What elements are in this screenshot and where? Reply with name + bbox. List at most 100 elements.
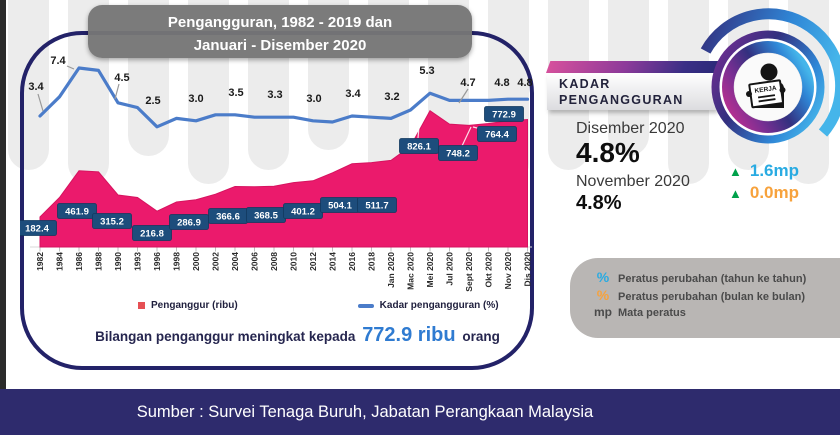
legend-item-unemployed: Penganggur (ribu) [138,300,238,311]
x-axis-label: 1982 [35,252,45,271]
legend-notes-box: % Peratus perubahan (tahun ke tahun) % P… [570,258,840,338]
x-axis-label: Mac 2020 [406,252,416,290]
x-axis-label: 2000 [191,252,201,271]
legend-item-rate: Kadar pengangguran (%) [357,300,499,311]
x-axis-label: 1984 [55,252,65,271]
percent-orange-icon: % [596,287,610,303]
chart-legend: Penganggur (ribu) Kadar pengangguran (%) [138,300,499,311]
badge-inner-ring [722,41,814,133]
data-label-box-unemployed [438,145,478,161]
x-axis-label: 2014 [328,252,338,271]
note-text-mp: Mata peratus [618,307,686,319]
data-label-rate: 3.5 [228,87,243,99]
kadar-pengangguran-ribbon: KADAR PENGANGGURAN [546,61,721,110]
label-leader-line [66,65,75,70]
x-axis-label: Jul 2020 [445,252,455,286]
change-value-yoy: 1.6mp [749,161,800,180]
kerja-badge: KERJA [700,8,840,144]
data-label-unemployed: 764.4 [485,130,509,141]
change-row-yoy: ▲ 1.6mp [729,160,799,182]
label-leader-line [461,126,472,147]
mp-symbol: mp [594,305,612,319]
worker-right-hand [779,87,786,93]
label-leader-line [114,83,120,100]
label-leader-line [37,93,44,112]
up-triangle-icon: ▲ [729,185,742,201]
rate-stats: Disember 2020 4.8% November 2020 4.8% [576,120,690,215]
unemployment-combo-chart: 1982 1984 1986 1988 1990 1993 1996 1998 2000 2002… [20,55,533,292]
data-label-box-unemployed [477,126,517,142]
kerja-sign: KERJA [748,79,784,109]
source-text: Sumber : Survei Tenaga Buruh, Jabatan Pe… [136,402,594,421]
data-label-box-unemployed [57,203,97,219]
line-series-swatch-icon [357,303,374,308]
data-label-unemployed: 461.9 [65,207,89,218]
note-text-yoy: Peratus perubahan (tahun ke tahun) [618,273,807,285]
unemployed-area-series [39,109,528,248]
chart-title-line2: Januari - Disember 2020 [193,37,367,55]
chart-footer-note: Bilangan penganggur meningkat kepada 772… [55,324,540,347]
data-label-rate: 3.2 [384,91,399,103]
legend-label-rate: Kadar pengangguran (%) [379,300,499,311]
note-row-mp: mp Mata peratus [588,305,840,323]
data-label-box-unemployed [357,197,397,213]
x-axis-label: Dis 2020 [523,252,533,287]
x-axis-label: 2016 [347,252,357,271]
panel-heading-line1: KADAR [559,77,611,91]
data-label-unemployed: 748.2 [446,149,470,160]
x-axis-label: 1990 [113,252,123,271]
x-axis-label: 1998 [172,252,182,271]
stat-value-november: 4.8% [576,191,622,214]
data-label-box-unemployed [484,106,524,122]
x-axis-label: 2008 [269,252,279,271]
badge-outer-ring [711,30,825,144]
data-label-rate: 3.4 [345,88,361,100]
data-label-unemployed: 772.9 [492,110,516,121]
x-axis-label: 1993 [133,252,143,271]
data-label-rate: 4.8 [494,77,509,89]
data-label-rate: 5.3 [419,65,434,77]
ribbon-body: KADAR PENGANGGURAN [547,73,716,110]
worker-head [760,63,778,81]
data-label-rate: 4.5 [114,72,129,84]
panel-heading-line2: PENGANGGURAN [559,93,684,108]
data-label-rate: 3.4 [28,81,44,93]
note-row-mom: % Peratus perubahan (bulan ke bulan) [588,287,840,305]
stat-value-disember: 4.8% [576,137,640,168]
data-label-rate: 2.5 [145,95,160,107]
data-label-unemployed: 216.8 [140,229,164,240]
data-label-unemployed: 826.1 [407,142,431,153]
note-row-yoy: % Peratus perubahan (tahun ke tahun) [588,269,840,287]
label-leader-line [458,88,469,104]
footer-suffix: orang [462,329,500,344]
data-label-unemployed: 286.9 [177,218,201,229]
x-axis-label: Okt 2020 [484,252,494,288]
up-triangle-icon: ▲ [729,163,742,179]
stat-period-november: November 2020 [576,172,690,190]
data-label-box-unemployed [132,225,172,241]
data-label-rate: 4.7 [460,77,475,89]
change-value-mom: 0.0mp [749,183,800,202]
left-edge-bar [0,0,6,390]
data-label-rate: 3.0 [188,93,203,105]
x-axis-label: 1986 [74,252,84,271]
x-axis-label: 2006 [250,252,260,271]
sign-lines [757,94,776,103]
chart-title-line1: Pengangguran, 1982 - 2019 dan [167,14,393,31]
data-label-unemployed: 366.6 [216,212,240,223]
footer-highlight-value: 772.9 ribu [362,324,456,346]
data-label-rate: 3.0 [306,93,321,105]
percent-blue-icon: % [596,269,610,285]
data-label-unemployed: 511.7 [365,201,388,212]
worker-icon: KERJA [746,63,786,109]
data-label-unemployed: 401.2 [291,207,315,218]
note-text-mom: Peratus perubahan (bulan ke bulan) [618,291,806,303]
badge-halo-arc [700,8,840,137]
area-series-swatch-icon [138,302,145,309]
x-axis-label: Sept 2020 [464,252,474,292]
legend-label-unemployed: Penganggur (ribu) [151,300,238,311]
data-label-unemployed: 182.4 [25,224,49,235]
data-label-box-unemployed [92,213,132,229]
x-axis-label: 2002 [211,252,221,271]
data-label-rate: 4.8 [517,77,532,89]
